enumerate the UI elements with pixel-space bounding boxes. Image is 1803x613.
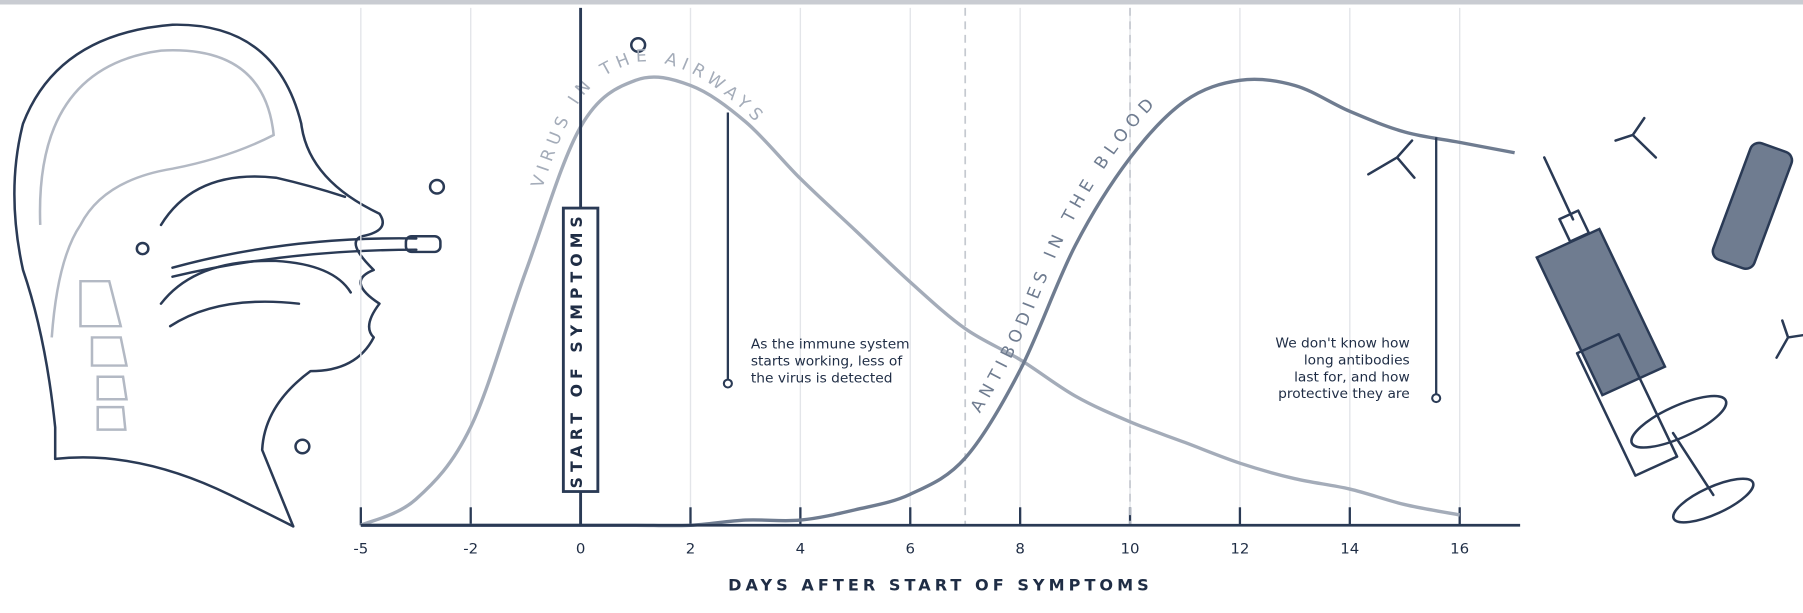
vial [1711, 141, 1794, 270]
series-label-path: VIRUS IN THE AIRWAYS [528, 46, 765, 190]
head-illustration [13, 23, 647, 528]
series-label-path: ANTIBODIES IN THE BLOOD [967, 91, 1157, 416]
x-tick-label: 4 [796, 541, 806, 558]
x-tick-label: 6 [906, 541, 916, 558]
annotation-text: protective they are [1278, 386, 1410, 402]
annotation-text: the virus is detected [751, 371, 893, 387]
series-line [360, 75, 1461, 527]
x-tick-label: 0 [576, 541, 586, 558]
annotation-dot [722, 378, 733, 389]
x-tick-label: 12 [1230, 541, 1249, 558]
x-tick-label: 2 [686, 541, 696, 558]
x-tick-label: 10 [1121, 541, 1140, 558]
symptom-label: START OF SYMPTOMS [567, 211, 586, 488]
top-bar [0, 0, 1803, 5]
x-tick-label: 14 [1340, 541, 1359, 558]
x-tick-label: -2 [463, 541, 478, 558]
annotation-text: long antibodies [1304, 353, 1410, 369]
x-axis-label: DAYS AFTER START OF SYMPTOMS [728, 576, 1153, 595]
series-label: VIRUS IN THE AIRWAYS [528, 46, 771, 190]
syringe-illustration [1367, 116, 1803, 524]
label-guide [354, 61, 1453, 509]
annotation-dot [1431, 393, 1442, 404]
annotation-text: As the immune system [751, 337, 910, 353]
series-label: ANTIBODIES IN THE BLOOD [967, 91, 1163, 416]
label-guide [354, 64, 1508, 510]
annotation-text: starts working, less of [751, 354, 904, 370]
series-line [360, 77, 1515, 528]
x-tick-label: 8 [1015, 541, 1025, 558]
symptom-box [561, 206, 600, 493]
x-tick-label: 16 [1450, 541, 1469, 558]
syringe-body [1535, 227, 1667, 397]
plot-area: -5 -2 0 2 4 6 8 10 12 14 16 VIRUS IN THE AIRWAYS ANT… [353, 7, 1521, 595]
x-tick-label: -5 [353, 541, 368, 558]
annotation-text: last for, and how [1294, 369, 1410, 385]
annotation-text: We don't know how [1275, 336, 1409, 352]
